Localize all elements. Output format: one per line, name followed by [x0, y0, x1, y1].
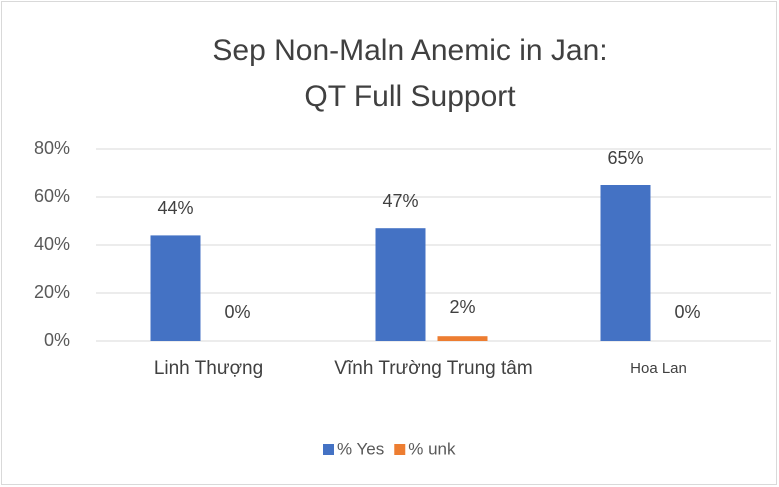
- y-tick-label: 80%: [34, 138, 70, 158]
- data-label: 65%: [607, 148, 643, 168]
- bar: [375, 228, 426, 341]
- x-tick-label: Hoa Lan: [630, 360, 687, 377]
- data-label: 44%: [157, 198, 193, 218]
- legend-label: % Yes: [337, 439, 384, 458]
- y-tick-label: 40%: [34, 234, 70, 254]
- bar: [437, 336, 488, 341]
- legend-swatch: [394, 444, 406, 455]
- bar: [600, 185, 651, 341]
- x-tick-label: Vĩnh Trường Trung tâm: [334, 358, 533, 379]
- data-label: 0%: [224, 302, 250, 322]
- legend-label: % unk: [408, 439, 456, 458]
- data-label: 0%: [674, 302, 700, 322]
- data-label: 2%: [449, 297, 475, 317]
- y-tick-label: 0%: [44, 330, 70, 350]
- bar: [150, 235, 201, 341]
- y-tick-label: 20%: [34, 282, 70, 302]
- chart-title: Sep Non-Maln Anemic in Jan:: [212, 34, 607, 67]
- data-label: 47%: [382, 191, 418, 211]
- y-tick-label: 60%: [34, 186, 70, 206]
- x-tick-label: Linh Thượng: [153, 358, 264, 379]
- chart-title: QT Full Support: [304, 80, 516, 113]
- legend-swatch: [323, 444, 334, 455]
